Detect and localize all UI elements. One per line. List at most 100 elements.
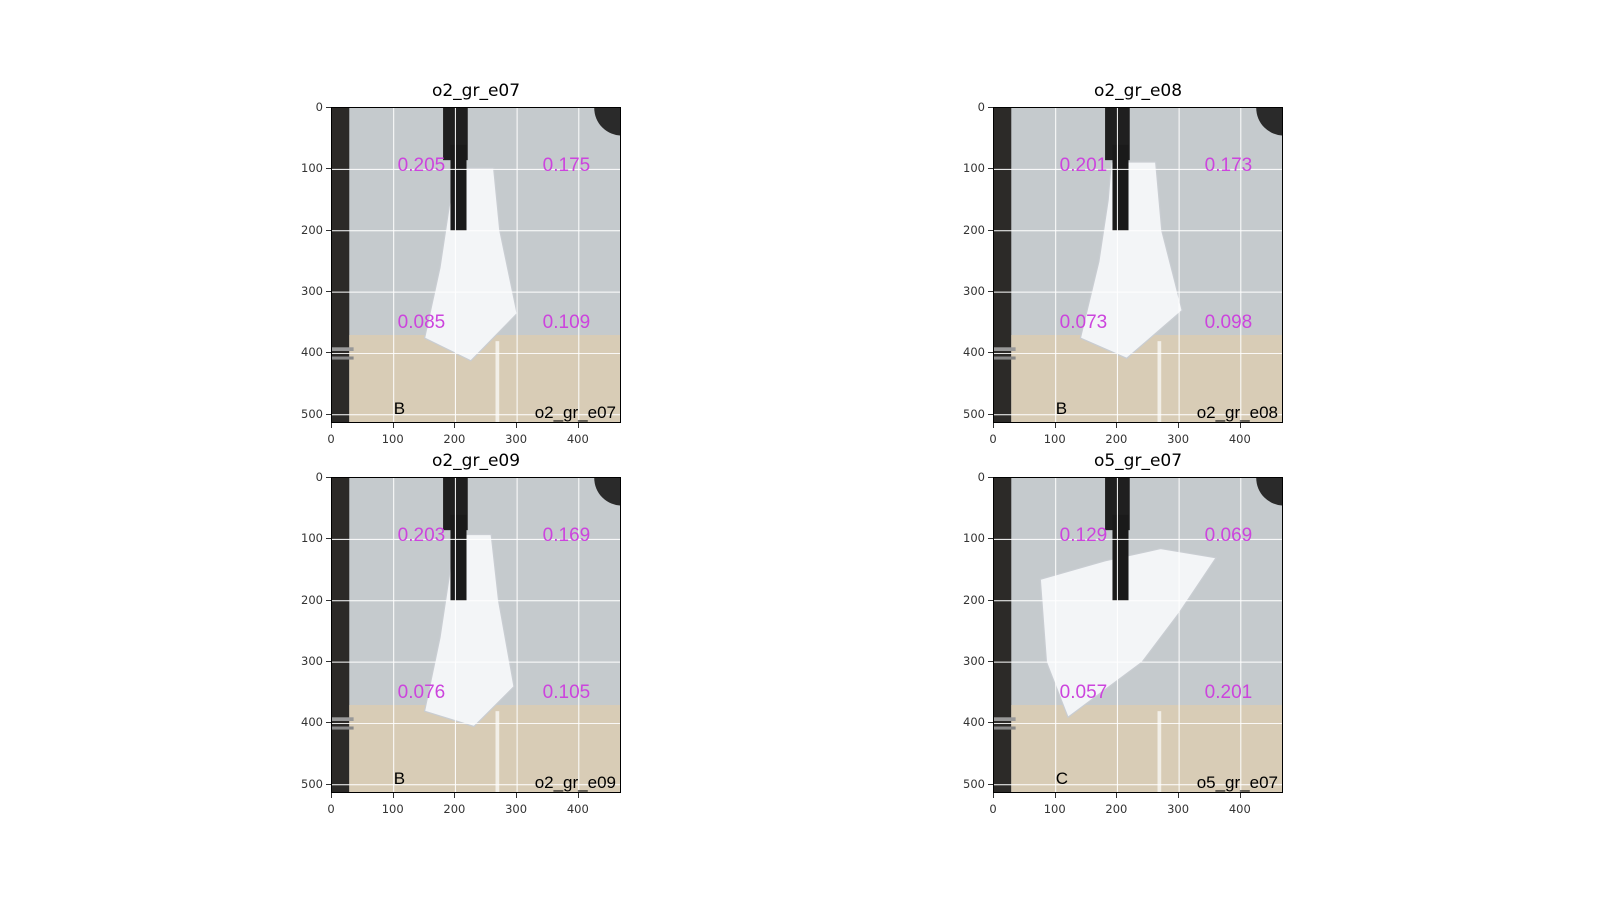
x-tick-label: 200 <box>443 802 466 816</box>
sample-tag: o2_gr_e09 <box>534 772 616 792</box>
x-tick-mark <box>993 793 994 798</box>
y-tick-mark <box>988 722 993 724</box>
x-tick-label: 100 <box>1043 802 1066 816</box>
y-tick-mark <box>988 477 993 478</box>
y-tick-label: 300 <box>963 284 985 299</box>
y-tick-label: 100 <box>301 531 323 546</box>
y-tick-label: 100 <box>301 161 323 176</box>
y-tick-mark <box>988 538 993 540</box>
x-tick-mark <box>516 793 518 798</box>
x-tick-label: 0 <box>327 432 335 446</box>
y-tick-label: 200 <box>963 592 985 607</box>
sample-tag: o5_gr_e07 <box>1196 772 1278 792</box>
y-tick-label: 400 <box>963 345 985 360</box>
x-tick-label: 100 <box>381 802 404 816</box>
x-tick-mark <box>1054 423 1056 428</box>
x-tick-label: 400 <box>566 432 589 446</box>
y-tick-label: 400 <box>301 345 323 360</box>
x-tick-label: 300 <box>505 432 528 446</box>
y-tick-mark <box>988 352 993 354</box>
x-tick-label: 100 <box>381 432 404 446</box>
y-tick-mark <box>988 661 993 663</box>
y-tick-label: 300 <box>301 654 323 669</box>
x-tick-label: 200 <box>443 432 466 446</box>
quadrant-value: 0.109 <box>542 311 591 333</box>
class-letter: C <box>1055 769 1068 789</box>
quadrant-value: 0.085 <box>397 311 446 333</box>
class-letter: B <box>393 769 406 789</box>
subplot-title: o2_gr_e08 <box>1093 81 1183 101</box>
y-tick-mark <box>326 168 331 170</box>
quadrant-value: 0.201 <box>1059 155 1108 177</box>
y-tick-mark <box>326 107 331 108</box>
cloth-shape <box>1039 547 1218 719</box>
y-tick-mark <box>988 229 993 231</box>
x-tick-mark <box>1239 423 1241 428</box>
quadrant-value: 0.203 <box>397 525 446 547</box>
x-tick-mark <box>1239 793 1241 798</box>
y-tick-mark <box>326 413 331 415</box>
x-tick-mark <box>516 423 518 428</box>
y-tick-mark <box>326 538 331 540</box>
quadrant-value: 0.073 <box>1059 311 1108 333</box>
y-tick-label: 400 <box>301 715 323 730</box>
quadrant-value: 0.205 <box>397 155 446 177</box>
sample-tag: o2_gr_e08 <box>1196 402 1278 422</box>
x-tick-mark <box>1116 423 1118 428</box>
quadrant-value: 0.169 <box>542 525 591 547</box>
y-tick-mark <box>326 477 331 478</box>
x-tick-label: 400 <box>1228 802 1251 816</box>
y-tick-label: 0 <box>315 100 323 114</box>
y-tick-mark <box>988 291 993 293</box>
x-tick-mark <box>577 423 579 428</box>
y-tick-label: 100 <box>963 161 985 176</box>
y-tick-mark <box>326 352 331 354</box>
x-tick-mark <box>993 423 994 428</box>
class-letter: B <box>1055 399 1068 419</box>
y-tick-label: 100 <box>963 531 985 546</box>
quadrant-value: 0.098 <box>1204 311 1253 333</box>
x-tick-mark <box>454 423 456 428</box>
x-tick-mark <box>392 423 394 428</box>
y-tick-label: 200 <box>301 592 323 607</box>
x-tick-label: 0 <box>989 432 997 446</box>
y-tick-mark <box>326 229 331 231</box>
x-tick-label: 200 <box>1105 432 1128 446</box>
cloth-shape <box>1079 161 1183 360</box>
x-tick-label: 300 <box>1167 432 1190 446</box>
x-tick-mark <box>331 793 332 798</box>
y-tick-mark <box>988 599 993 601</box>
x-tick-mark <box>454 793 456 798</box>
quadrant-value: 0.105 <box>542 681 591 703</box>
x-tick-label: 0 <box>327 802 335 816</box>
y-tick-mark <box>326 783 331 785</box>
y-tick-label: 500 <box>963 406 985 421</box>
y-tick-label: 0 <box>315 470 323 484</box>
quadrant-value: 0.201 <box>1204 681 1253 703</box>
x-tick-label: 100 <box>1043 432 1066 446</box>
y-tick-mark <box>326 291 331 293</box>
x-tick-mark <box>1054 793 1056 798</box>
x-tick-mark <box>392 793 394 798</box>
y-tick-mark <box>988 413 993 415</box>
y-tick-label: 300 <box>301 284 323 299</box>
y-tick-label: 0 <box>977 470 985 484</box>
y-tick-mark <box>988 107 993 108</box>
x-tick-label: 300 <box>505 802 528 816</box>
x-tick-label: 400 <box>1228 432 1251 446</box>
x-tick-mark <box>1178 423 1180 428</box>
x-tick-mark <box>331 423 332 428</box>
y-tick-label: 300 <box>963 654 985 669</box>
x-tick-mark <box>1178 793 1180 798</box>
subplot-title: o5_gr_e07 <box>1093 451 1183 471</box>
y-tick-mark <box>326 661 331 663</box>
y-tick-mark <box>326 722 331 724</box>
quadrant-value: 0.069 <box>1204 525 1253 547</box>
